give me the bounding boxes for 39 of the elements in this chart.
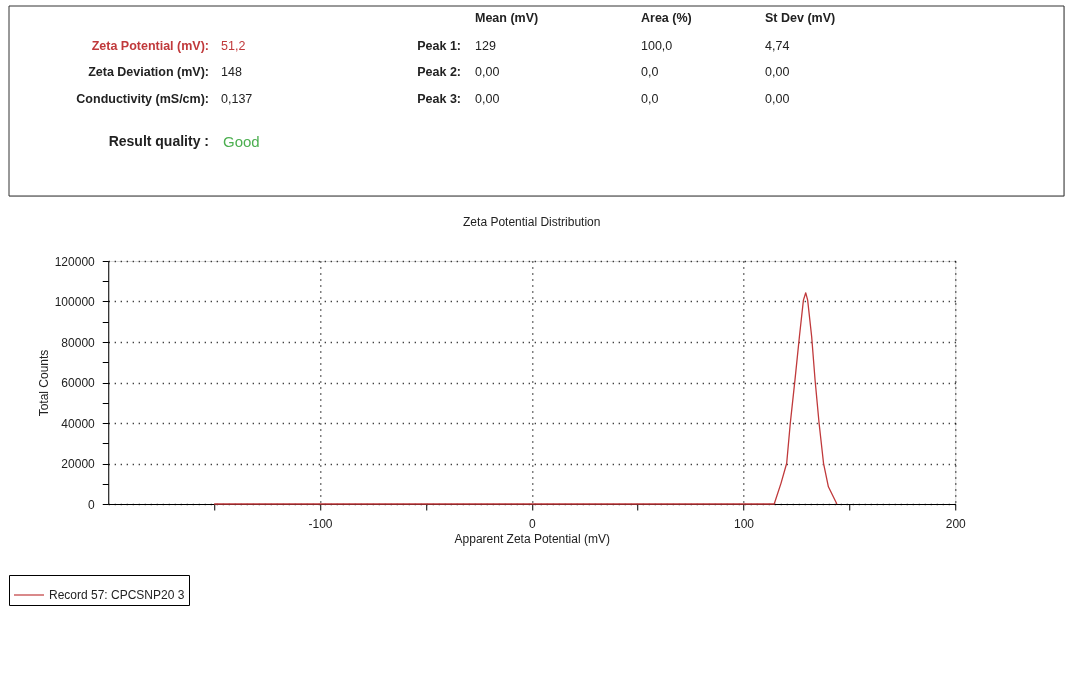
text: Result quality : bbox=[108, 133, 209, 149]
x-tick-label: 0 bbox=[528, 516, 536, 531]
y-tick-label: 100000 bbox=[54, 295, 96, 309]
text: 100,0 bbox=[641, 39, 673, 53]
y-axis-title: Total Counts bbox=[36, 349, 51, 417]
text: 0,00 bbox=[475, 92, 500, 106]
x-axis-title: Apparent Zeta Potential (mV) bbox=[454, 531, 610, 546]
text: 0,00 bbox=[765, 92, 790, 106]
text: 0,137 bbox=[221, 92, 253, 106]
text: 0,0 bbox=[641, 92, 659, 106]
text: Zeta Potential (mV): bbox=[91, 39, 209, 53]
text: Area (%) bbox=[641, 11, 692, 25]
x-tick-label: -100 bbox=[308, 516, 333, 531]
text: 0,00 bbox=[765, 65, 790, 79]
text: Mean (mV) bbox=[475, 11, 539, 25]
y-tick-label: 40000 bbox=[61, 416, 96, 431]
text: Peak 2: bbox=[417, 65, 461, 79]
text: Peak 3: bbox=[417, 92, 461, 106]
x-tick-label: 100 bbox=[733, 516, 755, 531]
text: St Dev (mV) bbox=[765, 11, 836, 25]
chart-title: Zeta Potential Distribution bbox=[463, 215, 601, 229]
line-series bbox=[213, 292, 838, 505]
text: 4,74 bbox=[765, 39, 790, 53]
y-tick-label: 80000 bbox=[61, 335, 96, 350]
y-tick-label: 0 bbox=[88, 497, 96, 512]
text: 0,0 bbox=[641, 65, 659, 79]
text: 0,00 bbox=[475, 65, 500, 79]
text: Conductivity (mS/cm): bbox=[76, 92, 209, 106]
y-tick-label: 60000 bbox=[61, 376, 96, 390]
text: Zeta Deviation (mV): bbox=[88, 65, 209, 79]
legend-label: Record 57: CPCSNP20 3 bbox=[49, 588, 185, 602]
y-tick-label: 120000 bbox=[54, 254, 96, 269]
text: 129 bbox=[475, 39, 496, 53]
text: Peak 1: bbox=[417, 39, 461, 53]
x-tick-label: 200 bbox=[945, 516, 967, 531]
text: 148 bbox=[221, 65, 242, 79]
text: Good bbox=[223, 133, 260, 150]
y-tick-label: 20000 bbox=[61, 457, 96, 471]
text: 51,2 bbox=[221, 39, 246, 53]
